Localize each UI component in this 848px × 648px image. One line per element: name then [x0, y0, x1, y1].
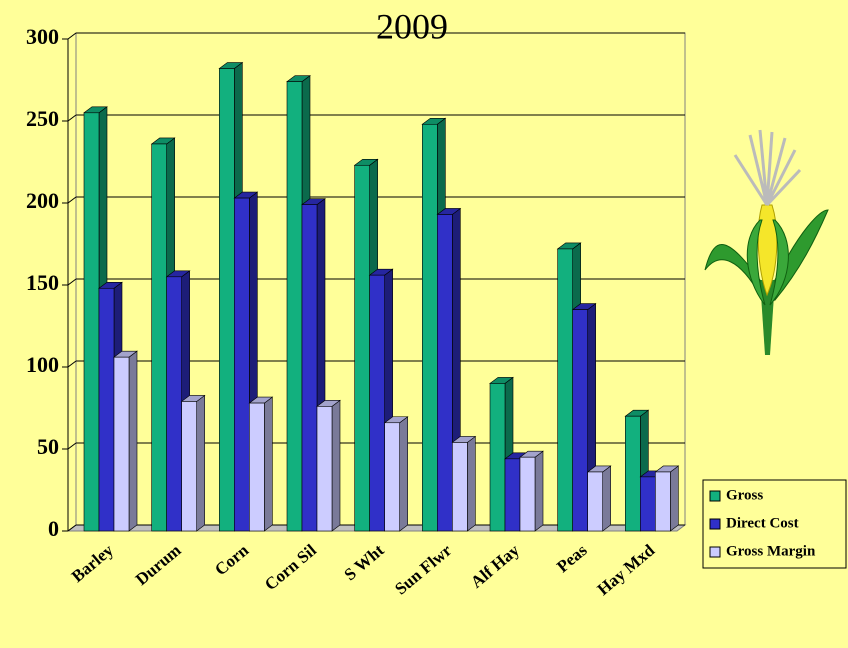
bar [181, 401, 197, 532]
leaf [704, 244, 761, 297]
bar [422, 123, 438, 532]
bar-side [534, 450, 544, 532]
plot-area [62, 32, 687, 532]
grid-line [67, 360, 77, 368]
bar [519, 456, 536, 532]
bar [557, 248, 573, 532]
legend-label: Gross Margin [726, 543, 816, 559]
grid-line [67, 196, 77, 204]
bar [301, 204, 318, 532]
bar [98, 287, 115, 532]
bar [234, 197, 250, 532]
y-tick-label: 250 [26, 106, 59, 131]
bar [286, 81, 303, 532]
legend-swatch [709, 490, 721, 502]
chart-title: 2009 [376, 6, 448, 46]
y-tick-label: 200 [26, 188, 59, 213]
bar-side [196, 394, 205, 532]
bar [452, 442, 468, 532]
y-tick-label: 0 [48, 516, 59, 541]
bar [83, 112, 100, 532]
bar-side [399, 416, 408, 532]
bar-side [467, 435, 476, 532]
legend-label: Direct Cost [726, 515, 799, 531]
bar [166, 276, 182, 532]
y-tick-label: 300 [26, 24, 59, 49]
legend-swatch [709, 546, 721, 558]
bar [249, 402, 265, 532]
legend [702, 479, 847, 569]
bar-side [331, 399, 341, 532]
corn-icon [704, 129, 829, 355]
grid-line [67, 524, 77, 532]
bar [384, 422, 400, 532]
bar [316, 406, 333, 532]
leaf [774, 209, 829, 302]
bar [354, 164, 370, 532]
bar-side [128, 350, 138, 532]
bar [625, 415, 641, 532]
bar [640, 476, 656, 532]
grid-line [67, 442, 77, 450]
husk [746, 219, 789, 306]
bar [151, 143, 167, 532]
bar [489, 383, 506, 532]
y-tick-label: 100 [26, 352, 59, 377]
y-tick-label: 150 [26, 270, 59, 295]
grid-line [67, 114, 77, 122]
legend-swatch [709, 518, 721, 530]
bar [219, 68, 235, 532]
bar-side [602, 465, 611, 532]
bar [369, 274, 385, 532]
bar [587, 471, 603, 532]
legend-label: Gross [726, 487, 763, 503]
bar [437, 214, 453, 532]
bar-side [670, 465, 679, 532]
bar [655, 471, 671, 532]
grid-line [67, 32, 77, 40]
bar [504, 458, 521, 532]
y-tick-label: 50 [37, 434, 59, 459]
bar [113, 356, 130, 532]
grid-line [67, 278, 77, 286]
bar-side [264, 396, 273, 532]
tassel [733, 129, 802, 207]
bar [572, 309, 588, 532]
